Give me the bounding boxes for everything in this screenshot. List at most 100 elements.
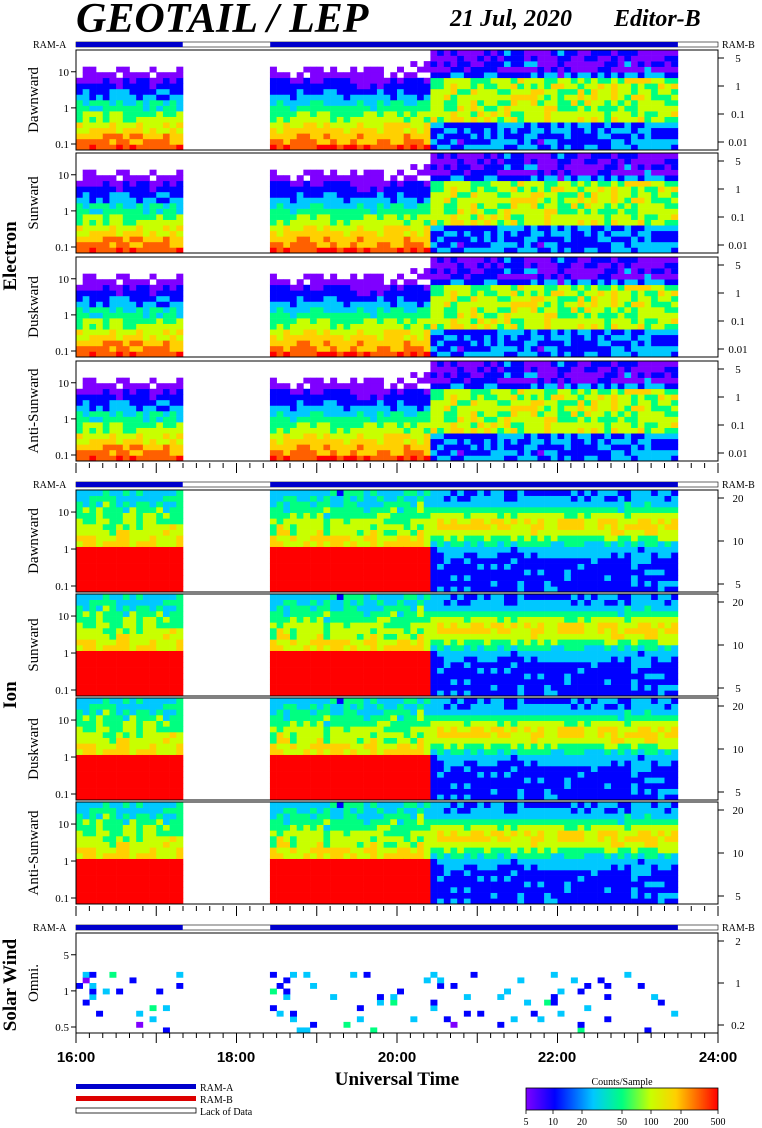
electron-panel-cell <box>116 197 124 204</box>
electron-panel-cell <box>330 236 338 243</box>
electron-panel-cell <box>323 214 331 220</box>
electron-panel-cell <box>336 411 344 417</box>
electron-panel-cell <box>544 55 552 62</box>
electron-panel-cell <box>122 411 130 417</box>
electron-panel-cell <box>651 455 659 462</box>
electron-panel-cell <box>463 94 471 101</box>
electron-panel-cell <box>383 399 391 406</box>
electron-panel-cell <box>651 230 659 237</box>
electron-panel-cell <box>657 133 665 140</box>
electron-panel-cell <box>604 77 612 84</box>
electron-panel-cell <box>671 433 679 440</box>
electron-panel-cell <box>584 100 592 106</box>
electron-panel-cell <box>504 307 511 313</box>
electron-panel-cell <box>463 345 471 352</box>
electron-panel-cell <box>443 236 451 243</box>
electron-panel-cell <box>504 427 511 434</box>
electron-panel-cell <box>296 122 304 129</box>
electron-panel-cell <box>336 127 344 134</box>
electron-panel-cell <box>437 262 445 269</box>
electron-panel-cell <box>457 214 465 220</box>
electron-panel-cell <box>336 422 344 428</box>
electron-panel-cell <box>156 455 164 462</box>
electron-panel-cell <box>142 94 150 101</box>
electron-panel-cell <box>430 340 438 347</box>
electron-panel-cell <box>550 197 558 204</box>
electron-panel-cell <box>550 312 558 319</box>
electron-panel-cell <box>671 284 679 291</box>
electron-panel-cell <box>597 191 605 198</box>
electron-panel-cell <box>490 268 498 274</box>
electron-panel-cell <box>537 214 545 220</box>
electron-panel-cell <box>397 345 404 352</box>
electron-panel-cell <box>557 377 565 384</box>
electron-panel-cell <box>76 307 83 313</box>
electron-panel-cell <box>437 323 445 330</box>
electron-panel-cell <box>89 312 97 319</box>
electron-panel-cell <box>350 388 358 395</box>
electron-panel-cell <box>537 345 545 352</box>
electron-panel-cell <box>611 203 618 209</box>
electron-panel-cell <box>296 449 304 456</box>
electron-panel-cell <box>350 399 358 406</box>
electron-panel-cell <box>510 230 518 237</box>
electron-panel-cell <box>631 295 639 302</box>
electron-panel-cell <box>530 133 538 140</box>
electron-panel-cell <box>450 394 458 401</box>
electron-panel-cell <box>631 411 639 417</box>
electron-panel-cell <box>269 351 277 358</box>
electron-panel-cell <box>510 444 518 451</box>
electron-panel-cell <box>644 55 652 62</box>
electron-panel-cell <box>504 236 511 243</box>
electron-panel-cell <box>116 312 124 319</box>
electron-panel-cell <box>463 197 471 204</box>
electron-panel-cell <box>397 394 404 401</box>
electron-panel-cell <box>450 422 458 428</box>
electron-panel-cell <box>651 366 659 373</box>
electron-panel-cell <box>470 153 478 159</box>
electron-panel-cell <box>510 236 518 243</box>
electron-panel-cell <box>102 180 110 187</box>
electron-panel-cell <box>617 191 625 198</box>
electron-panel-cell <box>310 411 318 417</box>
electron-panel-cell <box>336 116 344 123</box>
electron-panel-cell <box>537 100 545 106</box>
electron-panel-cell <box>417 94 425 101</box>
electron-panel-cell <box>437 268 445 274</box>
electron-panel-cell <box>156 230 164 237</box>
electron-panel-cell <box>316 144 324 151</box>
electron-panel-cell <box>443 345 451 352</box>
electron-panel-cell <box>624 377 632 384</box>
electron-panel-cell <box>323 433 331 440</box>
electron-panel-cell <box>310 455 318 462</box>
electron-panel-cell <box>370 241 378 248</box>
electron-panel-cell <box>363 138 371 145</box>
electron-panel-cell <box>651 77 659 84</box>
electron-panel-cell <box>430 345 438 352</box>
electron-panel-cell <box>122 295 130 302</box>
electron-panel-cell <box>122 345 130 352</box>
electron-panel-cell <box>296 83 304 90</box>
electron-panel-cell <box>470 203 478 209</box>
electron-panel-cell <box>430 105 438 112</box>
electron-panel-cell <box>510 175 518 182</box>
electron-panel-cell <box>490 279 498 286</box>
electron-panel-cell <box>109 219 117 226</box>
electron-panel-cell <box>376 301 384 308</box>
electron-panel-cell <box>671 318 679 324</box>
electron-panel-cell <box>664 377 672 384</box>
electron-panel-cell <box>590 247 598 254</box>
electron-panel-cell <box>504 105 511 112</box>
electron-panel-cell <box>423 180 431 187</box>
electron-panel-cell <box>644 334 652 341</box>
electron-panel-cell <box>457 455 465 462</box>
electron-panel-cell <box>611 88 618 95</box>
electron-panel-cell <box>537 186 545 193</box>
electron-panel-cell <box>450 411 458 417</box>
electron-panel-cell <box>477 366 485 373</box>
electron-panel-cell <box>109 312 117 319</box>
electron-panel-cell <box>102 94 110 101</box>
electron-panel-cell <box>457 122 465 129</box>
electron-panel-cell <box>129 127 137 134</box>
electron-panel-cell <box>657 208 665 215</box>
